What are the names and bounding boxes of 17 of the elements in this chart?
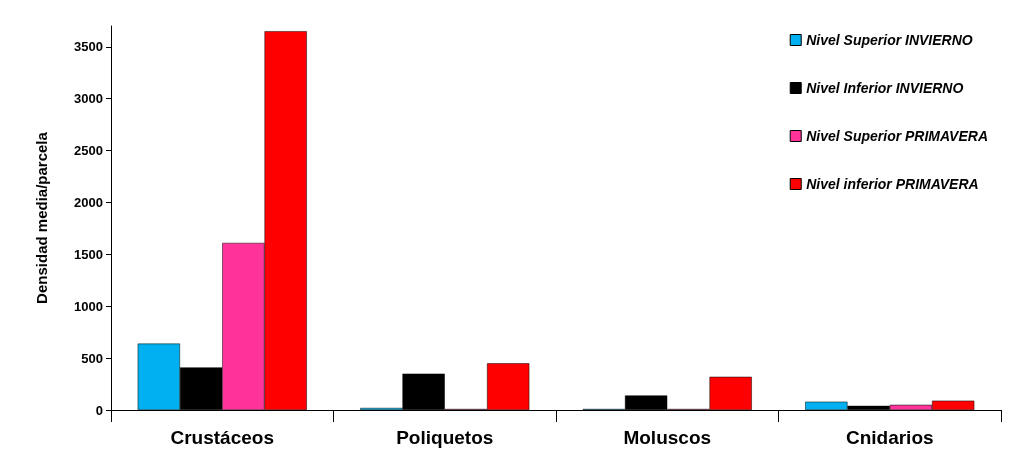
y-axis-title: Densidad media/parcela: [33, 131, 50, 304]
x-tick-label: Poliquetos: [396, 427, 494, 448]
y-tick-label: 3500: [74, 39, 103, 55]
x-tick-label: Cnidarios: [845, 427, 934, 448]
y-tick-label: 3000: [74, 91, 103, 107]
legend-label: Nivel Superior PRIMAVERA: [806, 128, 989, 144]
legend-label: Nivel inferior PRIMAVERA: [806, 176, 979, 192]
y-tick-label: 2500: [74, 143, 103, 159]
y-tick-label: 500: [81, 350, 103, 366]
y-tick-label: 2000: [74, 194, 103, 210]
legend-label: Nivel Superior INVIERNO: [806, 32, 973, 48]
x-tick-label: Moluscos: [623, 427, 712, 448]
legend-label: Nivel Inferior INVIERNO: [806, 80, 964, 96]
x-tick-label: Crustáceos: [170, 427, 274, 448]
y-tick-label: 0: [95, 402, 103, 418]
y-tick-label: 1500: [74, 246, 103, 262]
y-tick-label: 1000: [74, 298, 103, 314]
